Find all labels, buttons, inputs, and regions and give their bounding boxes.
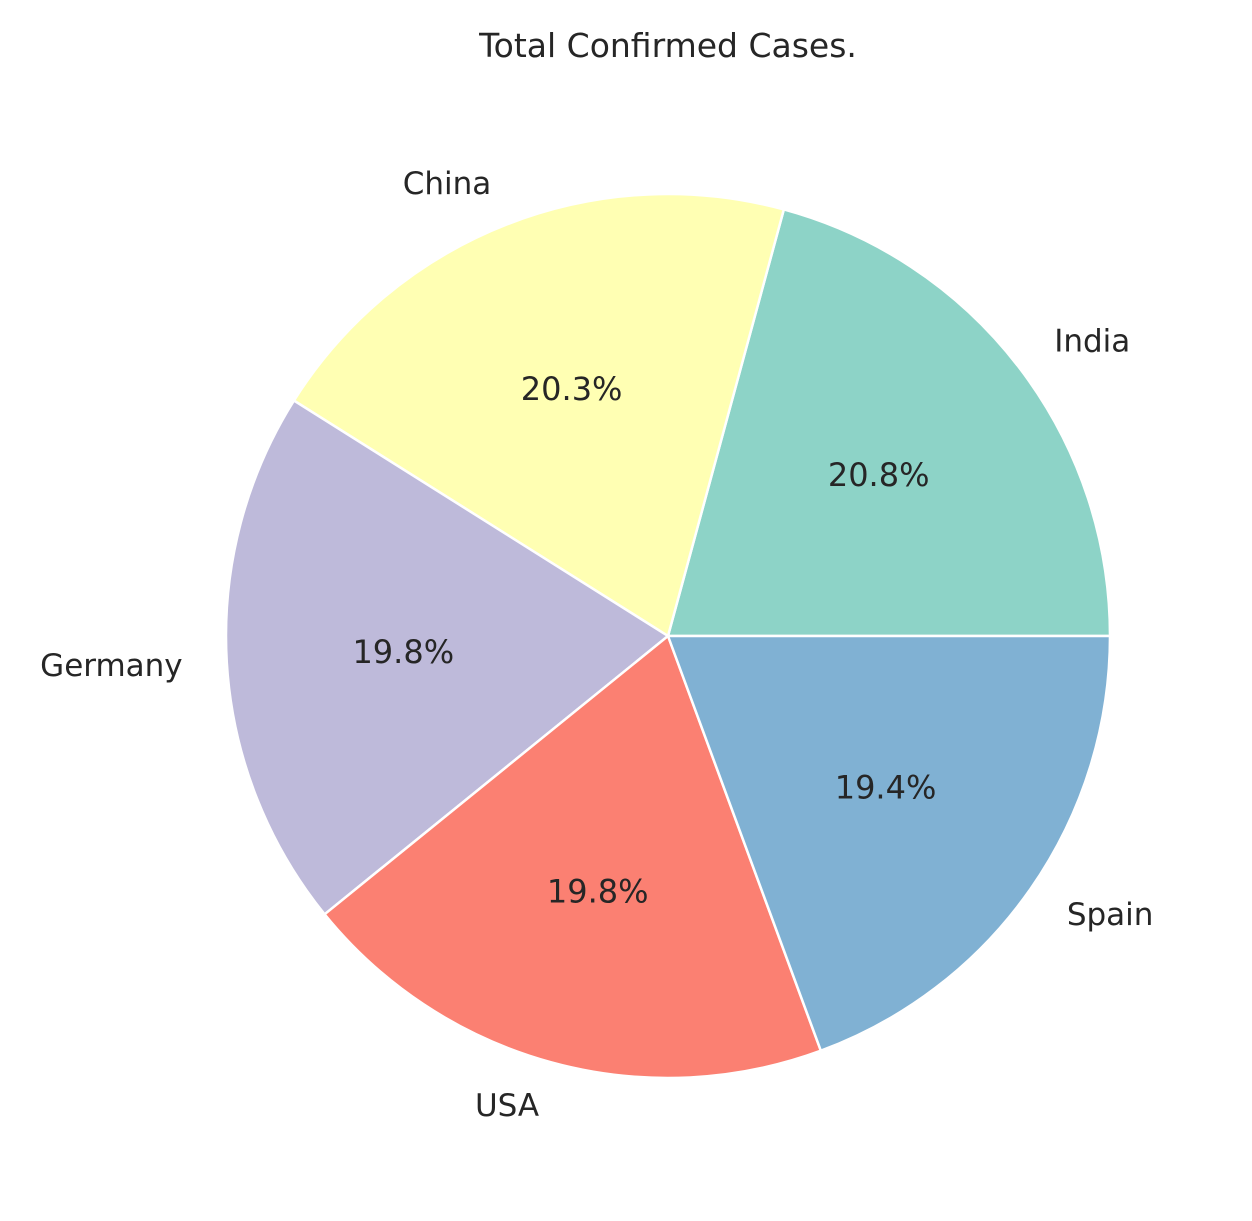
pie-category-label-germany: Germany — [40, 648, 182, 684]
pie-category-label-usa: USA — [475, 1088, 539, 1124]
pie-value-label-usa: 19.8% — [547, 873, 649, 911]
pie-slice-china — [292, 192, 786, 638]
pie-value-label-china: 20.3% — [521, 370, 623, 408]
pie-category-label-india: India — [1054, 324, 1130, 360]
pie-value-label-germany: 19.8% — [352, 633, 454, 671]
pie-slice-spain — [666, 634, 1112, 1052]
chart-title: Total Confirmed Cases. — [478, 26, 857, 65]
pie-value-label-india: 20.8% — [828, 456, 930, 494]
pie-slice-germany — [224, 399, 670, 916]
pie-category-label-china: China — [403, 166, 492, 202]
pie-slice-india — [666, 208, 1112, 638]
pie-value-label-spain: 19.4% — [835, 769, 937, 807]
pie-category-label-spain: Spain — [1067, 897, 1154, 933]
pie-slice-usa — [323, 634, 823, 1080]
pie-slices — [224, 192, 1112, 1080]
pie-labels: 20.8% India 20.3% China 19.8% Germany 19.8% USA… — [40, 166, 1153, 1124]
